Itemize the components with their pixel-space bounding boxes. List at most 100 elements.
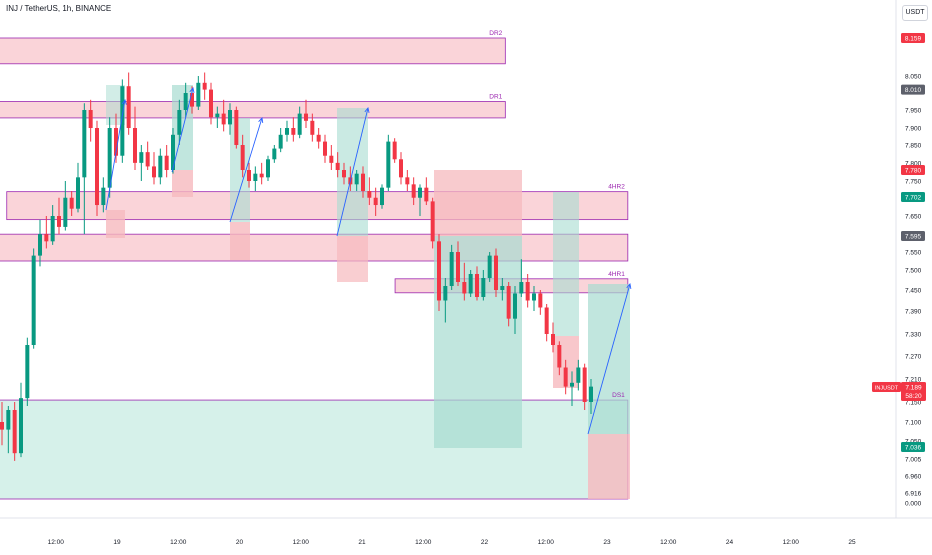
candle-body	[126, 86, 131, 128]
price-tick-label: 7.330	[905, 332, 922, 339]
candle-body	[171, 134, 175, 170]
long-target-box	[106, 85, 125, 125]
candle-body	[367, 191, 372, 198]
candle-body	[291, 128, 296, 135]
candle-body	[107, 128, 112, 188]
long-stop-box	[588, 434, 630, 499]
candle-body	[468, 274, 473, 294]
candle-body	[576, 367, 581, 383]
candle-body	[6, 410, 11, 430]
candle-body	[183, 93, 188, 110]
price-badge-label: 7.780	[905, 168, 922, 175]
trade-arrow-layer	[105, 86, 632, 435]
price-tick-label: 7.450	[905, 288, 922, 295]
trade-arrow-line	[336, 107, 369, 237]
candle-body	[240, 145, 245, 170]
time-axis-label: 12:00	[538, 539, 555, 546]
candle-body	[139, 152, 144, 163]
candle-body	[500, 286, 505, 290]
candle-body	[449, 252, 454, 286]
time-axis-label: 12:00	[660, 539, 677, 546]
zone-label-dr2: DR2	[489, 30, 502, 37]
candle-body	[392, 141, 397, 160]
candle-body	[411, 184, 416, 198]
candle-body	[335, 162, 340, 170]
price-tick-label: 7.270	[905, 354, 922, 361]
candle-body	[145, 152, 150, 167]
price-badge	[901, 231, 925, 241]
candle-body	[443, 286, 448, 301]
current-price-badge	[901, 382, 926, 401]
candle-body	[418, 187, 422, 198]
price-badge-label: 7.702	[905, 195, 922, 202]
candle-body	[253, 173, 258, 181]
candle-body	[557, 345, 562, 368]
candle-body	[297, 113, 302, 135]
zone-layer	[0, 37, 629, 500]
candle-body	[247, 170, 251, 181]
candle-body	[95, 128, 99, 206]
current-price-label: 7.189	[905, 385, 922, 392]
price-badge	[901, 165, 925, 175]
candle-body	[57, 216, 61, 227]
candle-body	[152, 166, 156, 178]
currency-button[interactable]: USDT	[902, 5, 928, 21]
current-symbol-badge	[872, 382, 901, 392]
countdown-label: 58:20	[905, 393, 922, 400]
candle-body	[69, 197, 74, 209]
candle-body	[525, 282, 530, 301]
candle-body	[323, 141, 327, 156]
candle-body	[31, 255, 36, 345]
zone-label-4hr1: 4HR1	[608, 271, 625, 278]
candle-body	[582, 367, 587, 402]
time-axis-label: 12:00	[48, 539, 65, 546]
price-tick-label: 7.390	[905, 309, 922, 316]
zone-label-4hr2: 4HR2	[608, 184, 625, 191]
trade-arrow-line	[229, 117, 263, 223]
price-tick-label: 7.500	[905, 268, 922, 275]
trade-arrow-head	[626, 283, 632, 290]
candle-body	[12, 410, 17, 454]
candle-body	[215, 113, 220, 118]
zone-box-unlabeled	[0, 233, 629, 262]
price-tick-label: 7.100	[905, 420, 922, 427]
candle-body	[519, 282, 524, 294]
candle-body	[570, 382, 574, 387]
price-tick-label: 7.210	[905, 377, 922, 384]
candle-body	[63, 197, 68, 227]
price-badge	[901, 84, 925, 95]
zone-box-ds1	[0, 399, 629, 500]
long-stop-box	[337, 236, 368, 282]
time-axis-label: 23	[603, 539, 611, 546]
candle-body	[164, 155, 169, 170]
zone-label-layer: DR2 DR1 4HR2 4HR1 DS1	[489, 30, 625, 399]
price-axis[interactable]: 8.050 7.950 7.900 7.850 7.800 7.750 7.650 7.550…	[872, 33, 926, 508]
time-axis-label: 12:00	[783, 539, 800, 546]
zone-box-4hr2	[6, 191, 629, 221]
candle-body	[221, 113, 226, 125]
candle-body	[38, 234, 42, 256]
candle-body	[563, 367, 568, 387]
candle-body	[114, 128, 118, 156]
price-tick-label: 7.900	[905, 126, 922, 133]
candle-body	[82, 110, 87, 178]
time-axis[interactable]: 12:00 19 12:00 20 12:00 21 12:00 22 12:00 23 12:00…	[48, 539, 856, 546]
long-target-box	[172, 85, 193, 170]
candle-body	[310, 120, 315, 135]
price-badge-label: 8.010	[905, 87, 922, 94]
time-axis-label: 12:00	[170, 539, 187, 546]
candle-body	[88, 110, 93, 128]
candle-body	[481, 278, 486, 297]
time-axis-label: 20	[236, 539, 244, 546]
candle-body	[589, 386, 593, 402]
candle-body	[209, 89, 213, 118]
current-symbol-label: INJUSDT	[875, 386, 899, 392]
candle-body	[475, 274, 479, 297]
trade-arrow-line	[171, 87, 194, 173]
candle-body	[278, 134, 283, 149]
candle-body	[25, 345, 30, 399]
price-badge-label: 7.595	[905, 234, 922, 241]
candle-body	[342, 170, 346, 178]
